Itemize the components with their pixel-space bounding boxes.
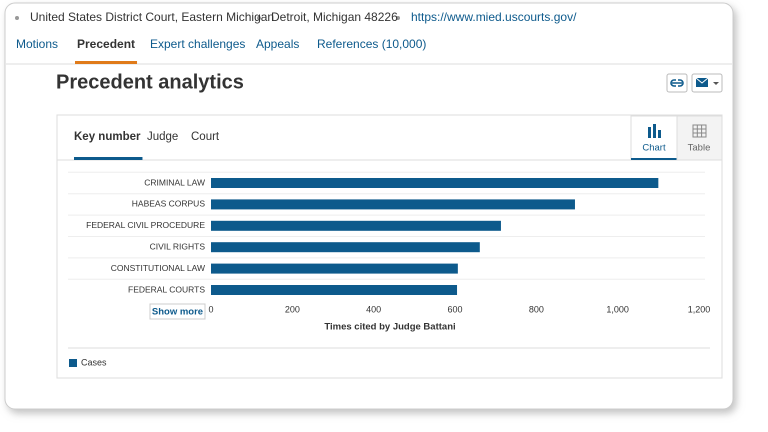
active-tab-underline	[75, 61, 138, 64]
legend-swatch	[69, 359, 77, 367]
panel-tab-underline	[74, 157, 143, 160]
show-more[interactable]: Show more	[152, 307, 203, 318]
x-tick-label: 800	[529, 304, 544, 314]
x-tick-label: 200	[285, 304, 300, 314]
location-item: United States District Court, Eastern Mi…	[30, 10, 274, 24]
category-label: HABEAS CORPUS	[132, 199, 206, 209]
table-view-button[interactable]	[676, 115, 723, 161]
category-label: CONSTITUTIONAL LAW	[111, 263, 205, 273]
email-icon-flap	[695, 77, 709, 84]
bar	[211, 285, 458, 295]
category-label: CRIMINAL LAW	[144, 177, 205, 187]
category-label: FEDERAL COURTS	[128, 284, 205, 294]
category-label: CIVIL RIGHTS	[150, 241, 206, 251]
view-label: Table	[688, 143, 711, 154]
legend-label: Cases	[81, 357, 107, 367]
court-link[interactable]: https://www.mied.uscourts.gov/	[411, 10, 577, 24]
x-tick-label: 600	[447, 304, 462, 314]
x-tick-label: 1,200	[688, 304, 711, 314]
x-tick-label: 1,000	[606, 304, 629, 314]
bar	[211, 199, 575, 210]
bullet	[15, 16, 19, 20]
panel-tab[interactable]: Key number	[74, 131, 141, 143]
nav-tab[interactable]: References (10,000)	[317, 37, 426, 51]
bar	[211, 242, 480, 253]
chart-icon	[648, 124, 661, 138]
nav-tab[interactable]: Motions	[16, 37, 58, 51]
x-tick-label: 0	[208, 304, 213, 314]
bar	[211, 178, 659, 188]
x-tick-label: 400	[366, 304, 381, 314]
show-more-button[interactable]	[149, 303, 206, 320]
x-axis-title: Times cited by Judge Battani	[324, 322, 455, 333]
bar	[211, 263, 458, 274]
bar	[211, 220, 501, 231]
category-label: FEDERAL CIVIL PROCEDURE	[86, 220, 205, 230]
page-title: Precedent analytics	[56, 71, 244, 93]
nav-tab[interactable]: Expert challenges	[150, 37, 245, 51]
dropdown-caret	[713, 82, 719, 85]
location-item: Detroit, Michigan 48226	[271, 10, 398, 24]
bullet	[396, 16, 400, 20]
panel-tab[interactable]: Judge	[147, 131, 178, 143]
link-icon	[670, 79, 684, 87]
nav-tab[interactable]: Appeals	[256, 37, 299, 51]
bullet	[257, 16, 261, 20]
table-icon	[692, 124, 707, 138]
nav-tab[interactable]: Precedent	[77, 37, 135, 51]
view-label: Chart	[642, 143, 666, 154]
panel-tab[interactable]: Court	[191, 131, 220, 143]
